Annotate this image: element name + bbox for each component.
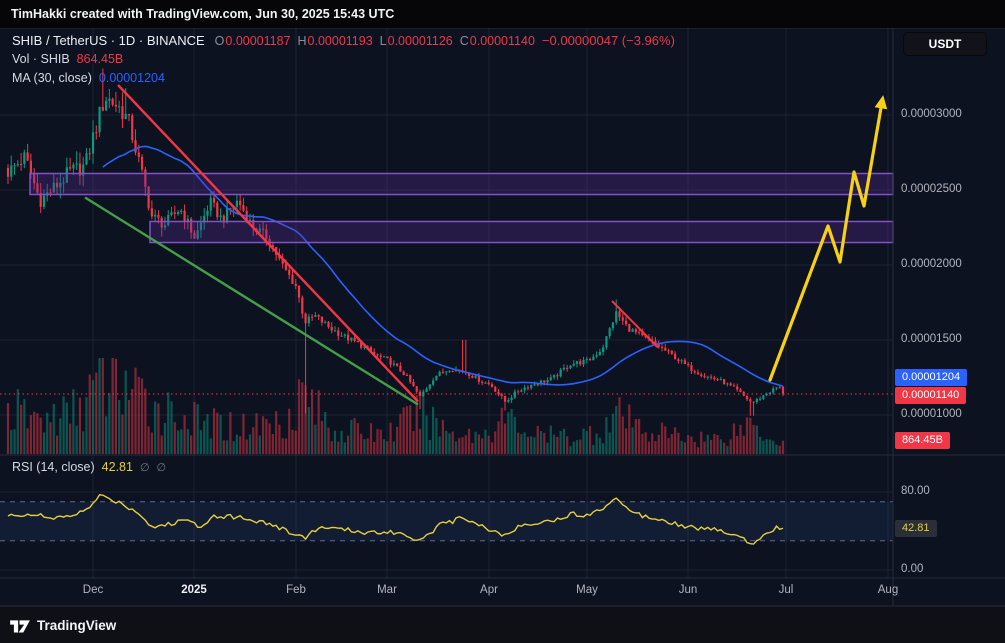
resistance-zone[interactable] — [29, 172, 894, 196]
time-axis-label[interactable]: May — [576, 584, 598, 596]
rsi-empty-icon: ∅ — [139, 462, 150, 474]
ma-legend-value: 0.00001204 — [98, 71, 165, 85]
volume-series — [6, 358, 785, 454]
tradingview-logo[interactable] — [10, 618, 30, 633]
price-tick-label[interactable]: 0.00002000 — [901, 258, 962, 270]
chart-legend: SHIB / TetherUS · 1D · BINANCE O0.000011… — [12, 33, 675, 90]
attribution-text: TimHakki created with TradingView.com, J… — [11, 7, 395, 21]
volume-legend-row: Vol · SHIB 864.45B — [12, 52, 675, 71]
volume-legend-value: 864.45B — [76, 52, 124, 66]
trendline[interactable] — [117, 84, 419, 403]
time-axis-label[interactable]: Dec — [82, 584, 104, 596]
price-tick-label[interactable]: 0.00001000 — [901, 408, 962, 420]
ma-value-badge: 0.00001204 — [895, 369, 968, 386]
rsi-legend: RSI (14, close) 42.81 ∅ ∅ — [12, 460, 166, 474]
symbol-title[interactable]: SHIB / TetherUS · 1D · BINANCE — [12, 33, 205, 48]
price-tick-label[interactable]: 0.00001500 — [901, 333, 962, 345]
ma-legend-label[interactable]: MA (30, close) — [12, 71, 92, 85]
time-axis-label[interactable]: Apr — [480, 584, 498, 596]
trendline[interactable] — [611, 300, 659, 349]
open-value: O0.00001187 — [214, 34, 291, 48]
time-axis-label[interactable]: Jun — [678, 584, 698, 596]
rsi-tick-lower[interactable]: 0.00 — [901, 563, 924, 575]
ma-legend-row: MA (30, close) 0.00001204 — [12, 71, 675, 90]
grid-lines — [0, 28, 893, 578]
high-value: H0.00001193 — [297, 34, 373, 48]
rsi-empty-icon: ∅ — [156, 462, 167, 474]
ma-line[interactable] — [102, 145, 784, 387]
volume-badge: 864.45B — [895, 432, 950, 449]
price-tick-label[interactable]: 0.00002500 — [901, 183, 962, 195]
rsi-line[interactable] — [7, 494, 784, 545]
symbol-legend-row: SHIB / TetherUS · 1D · BINANCE O0.000011… — [12, 33, 675, 52]
time-axis-label[interactable]: 2025 — [181, 584, 207, 596]
rsi-tick-upper[interactable]: 80.00 — [901, 485, 930, 497]
rsi-legend-value: 42.81 — [101, 460, 133, 474]
resistance-zone[interactable] — [149, 220, 894, 244]
time-axis-label[interactable]: Aug — [877, 584, 899, 596]
rsi-legend-label[interactable]: RSI (14, close) — [12, 460, 95, 474]
tradingview-brand[interactable]: TradingView — [37, 617, 117, 633]
close-value: C0.00001140 — [459, 34, 535, 48]
volume-legend-label[interactable]: Vol · SHIB — [12, 52, 70, 66]
currency-toggle-button[interactable]: USDT — [903, 32, 987, 56]
time-axis-label[interactable]: Feb — [286, 584, 306, 596]
attribution-bar: TimHakki created with TradingView.com, J… — [0, 0, 1005, 28]
change-value: −0.00000047 (−3.96%) — [541, 33, 675, 48]
projection-arrow[interactable] — [768, 95, 888, 382]
low-value: L0.00001126 — [379, 34, 453, 48]
rsi-value-badge: 42.81 — [895, 520, 937, 538]
trendline[interactable] — [84, 196, 419, 406]
time-axis-label[interactable]: Jul — [778, 584, 794, 596]
rsi-band — [0, 501, 893, 541]
price-tick-label[interactable]: 0.00003000 — [901, 108, 962, 120]
footer-bar: TradingView — [0, 607, 1005, 643]
time-axis-label[interactable]: Mar — [377, 584, 397, 596]
last-price-badge: 0.00001140 — [895, 387, 967, 404]
